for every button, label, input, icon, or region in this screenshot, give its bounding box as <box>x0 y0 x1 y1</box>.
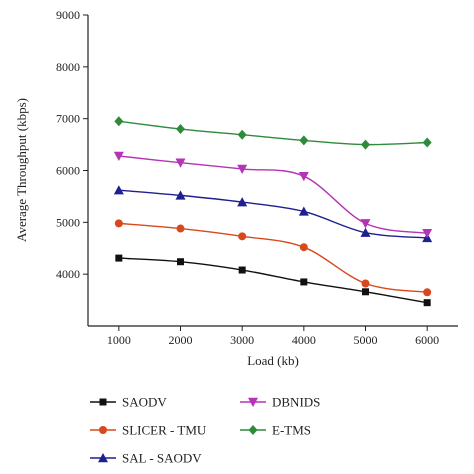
data-point <box>237 164 248 174</box>
data-point <box>422 229 433 239</box>
data-point <box>238 266 246 274</box>
data-point <box>422 137 432 148</box>
data-point <box>300 278 308 286</box>
data-point <box>176 224 185 233</box>
x-tick-label: 2000 <box>169 333 193 347</box>
x-tick-label: 1000 <box>107 333 131 347</box>
legend-marker <box>248 397 258 407</box>
y-tick-label: 4000 <box>56 267 80 281</box>
legend-item: E-TMS <box>240 423 311 438</box>
series-line <box>118 257 428 304</box>
legend-item: SAODV <box>90 395 167 410</box>
series-dbnids <box>113 151 433 239</box>
y-axis-title: Average Throughput (kbps) <box>14 98 29 242</box>
legend-item: SLICER - TMU <box>90 423 207 438</box>
axis-ticks: 1000 2000 3000 4000 5000 6000 4000 5000 6000 7000… <box>56 8 439 347</box>
data-point <box>361 279 370 288</box>
y-tick-label: 8000 <box>56 60 80 74</box>
data-point <box>361 139 370 150</box>
legend-label: SAL - SAODV <box>122 451 202 466</box>
series-saodv <box>115 254 431 307</box>
data-point <box>114 116 124 127</box>
data-point <box>113 185 124 195</box>
data-point <box>299 243 308 252</box>
series-sal-saodv <box>113 185 433 243</box>
x-tick-label: 3000 <box>230 333 254 347</box>
data-point <box>298 172 309 182</box>
data-point <box>423 288 432 297</box>
data-point <box>360 219 371 229</box>
x-tick-label: 6000 <box>415 333 439 347</box>
data-point <box>237 129 247 140</box>
data-point <box>175 158 186 168</box>
series-e-tms <box>114 116 432 150</box>
legend-marker <box>99 398 107 406</box>
legend-item: DBNIDS <box>240 395 320 410</box>
data-point <box>360 227 371 237</box>
data-point <box>177 258 184 266</box>
legend-label: DBNIDS <box>272 395 320 410</box>
x-tick-label: 4000 <box>292 333 316 347</box>
series-line <box>118 120 428 146</box>
series-line <box>118 222 428 294</box>
data-point <box>113 151 124 161</box>
series-slicer-tmu <box>114 219 432 297</box>
data-point <box>298 206 309 216</box>
legend-marker <box>98 453 108 463</box>
data-point <box>423 299 431 307</box>
legend: SAODV SLICER - TMU SAL - SAODV DBNIDS E-TMS <box>90 395 320 466</box>
x-axis-title: Load (kb) <box>247 353 299 368</box>
data-point <box>176 124 185 135</box>
data-point <box>299 135 309 146</box>
x-tick-label: 5000 <box>354 333 378 347</box>
legend-label: SAODV <box>122 395 167 410</box>
plot-area: 1000 2000 3000 4000 5000 6000 4000 5000 6000 7000… <box>56 8 458 347</box>
legend-marker <box>99 426 107 434</box>
data-point <box>115 254 123 262</box>
y-tick-label: 5000 <box>56 215 80 229</box>
data-point <box>238 232 247 241</box>
y-tick-label: 6000 <box>56 164 80 178</box>
legend-item: SAL - SAODV <box>90 451 202 466</box>
data-point <box>175 190 186 200</box>
data-point <box>362 288 369 296</box>
legend-label: SLICER - TMU <box>122 423 207 438</box>
data-point <box>114 219 123 228</box>
y-tick-label: 7000 <box>56 112 80 126</box>
series-line <box>118 189 428 239</box>
y-tick-label: 9000 <box>56 8 80 22</box>
series-layer <box>113 116 433 307</box>
legend-label: E-TMS <box>272 423 311 438</box>
data-point <box>237 197 248 207</box>
legend-marker <box>248 425 258 435</box>
